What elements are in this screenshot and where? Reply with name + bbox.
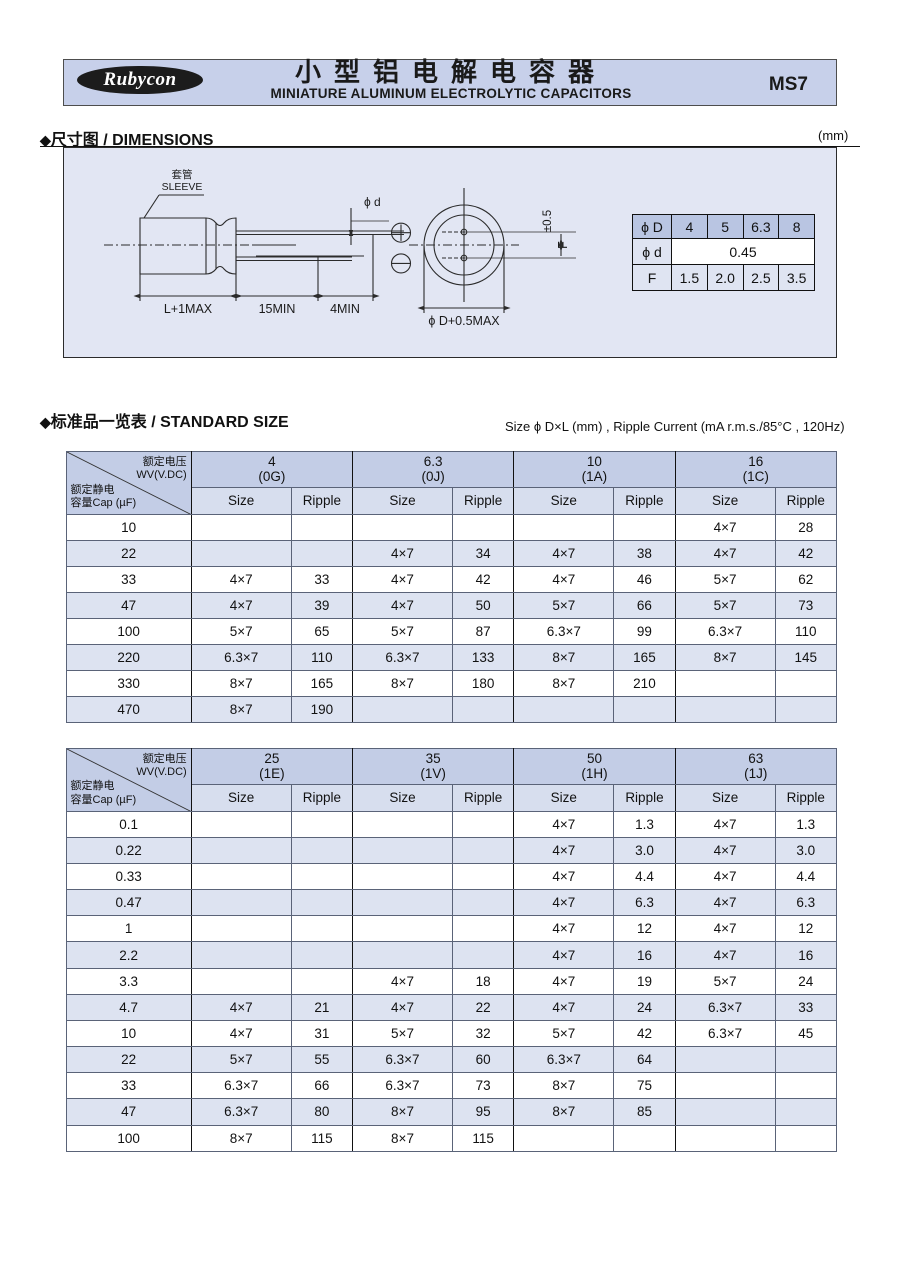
svg-text:ϕ D+0.5MAX: ϕ D+0.5MAX: [428, 314, 500, 328]
svg-text:±0.5: ±0.5: [542, 210, 554, 232]
svg-text:F: F: [556, 241, 570, 249]
